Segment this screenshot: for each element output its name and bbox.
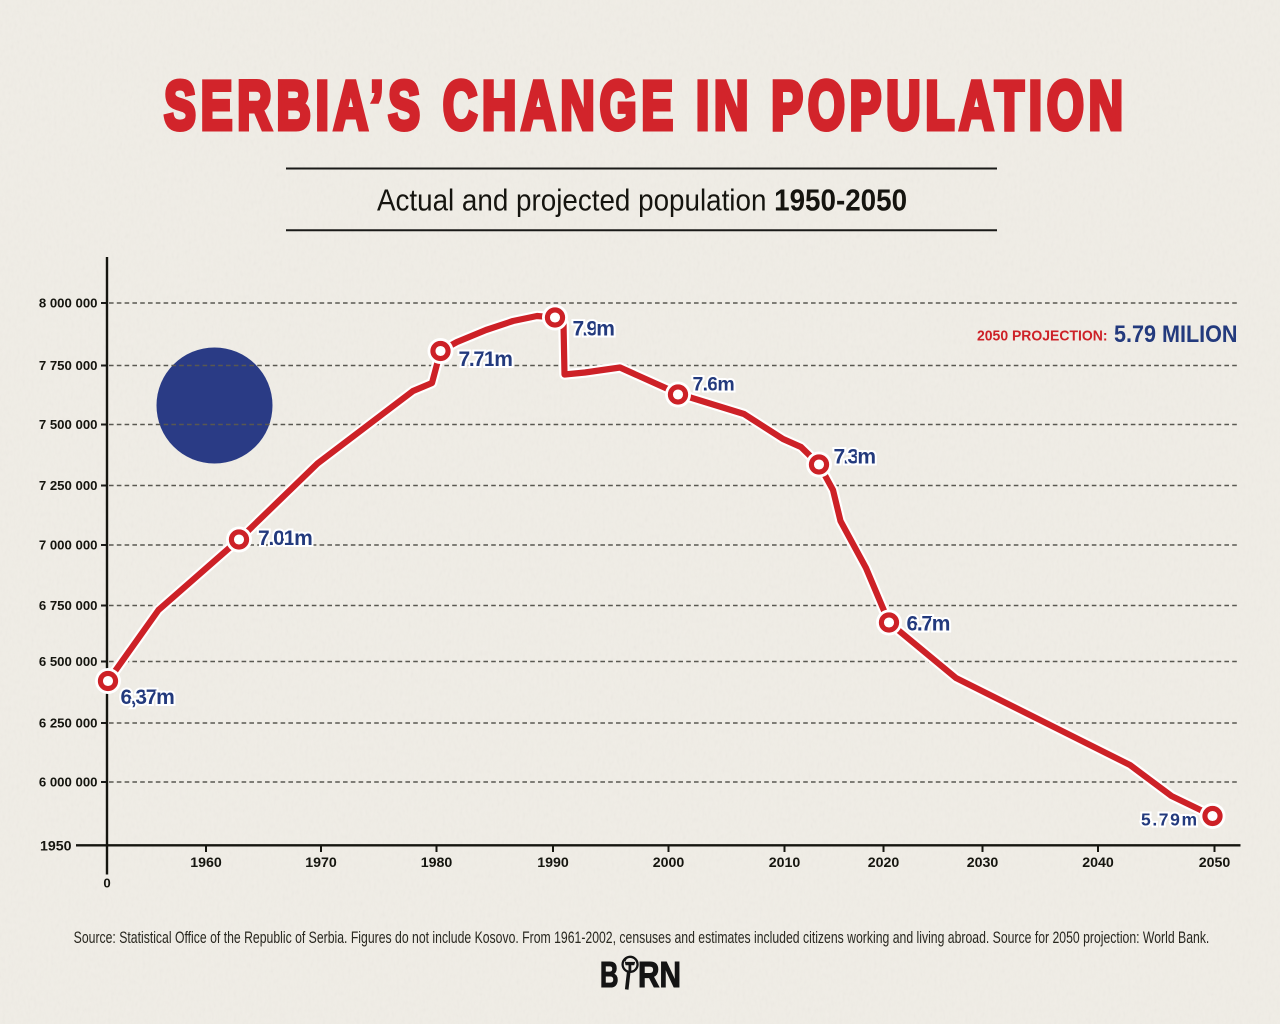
svg-text:2050 PROJECTION:: 2050 PROJECTION: xyxy=(977,329,1108,345)
svg-text:6.7m: 6.7m xyxy=(907,613,951,636)
svg-text:6 000 000: 6 000 000 xyxy=(39,775,98,790)
svg-text:7.71m: 7.71m xyxy=(459,348,513,371)
svg-text:5.79 MILION: 5.79 MILION xyxy=(1114,321,1238,348)
svg-text:1970: 1970 xyxy=(305,855,337,871)
svg-text:7.9m: 7.9m xyxy=(573,318,615,341)
svg-text:8 000 000: 8 000 000 xyxy=(39,296,98,311)
svg-text:7.6m: 7.6m xyxy=(693,374,735,396)
svg-text:6 250 000: 6 250 000 xyxy=(39,716,98,731)
svg-text:2000: 2000 xyxy=(653,855,685,871)
svg-text:2040: 2040 xyxy=(1082,855,1114,871)
svg-text:6,37m: 6,37m xyxy=(121,686,175,709)
svg-text:2010: 2010 xyxy=(769,855,801,871)
svg-text:0: 0 xyxy=(103,876,110,891)
svg-text:7 250 000: 7 250 000 xyxy=(39,478,98,493)
svg-text:B: B xyxy=(600,954,619,995)
svg-text:RN: RN xyxy=(638,954,681,995)
svg-text:1960: 1960 xyxy=(190,855,222,871)
svg-text:7.01m: 7.01m xyxy=(258,527,313,550)
svg-text:7 750 000: 7 750 000 xyxy=(39,358,98,373)
svg-text:2050: 2050 xyxy=(1199,855,1231,871)
svg-text:7 500 000: 7 500 000 xyxy=(39,417,98,432)
svg-text:6 750 000: 6 750 000 xyxy=(39,598,98,613)
svg-text:1980: 1980 xyxy=(421,855,453,871)
svg-text:7.3m: 7.3m xyxy=(834,446,877,469)
svg-text:1990: 1990 xyxy=(537,855,569,871)
svg-text:6 500 000: 6 500 000 xyxy=(39,654,98,669)
svg-text:7 000 000: 7 000 000 xyxy=(39,538,98,553)
svg-text:Actual and projected populatio: Actual and projected population 1950-205… xyxy=(377,183,907,218)
svg-text:SERBIA’S CHANGE IN POPULATION: SERBIA’S CHANGE IN POPULATION xyxy=(164,67,1128,144)
svg-text:2030: 2030 xyxy=(967,855,999,871)
svg-text:2020: 2020 xyxy=(868,855,900,871)
svg-text:Source: Statistical Office of: Source: Statistical Office of the Republ… xyxy=(74,929,1210,947)
svg-text:1950: 1950 xyxy=(40,839,72,855)
